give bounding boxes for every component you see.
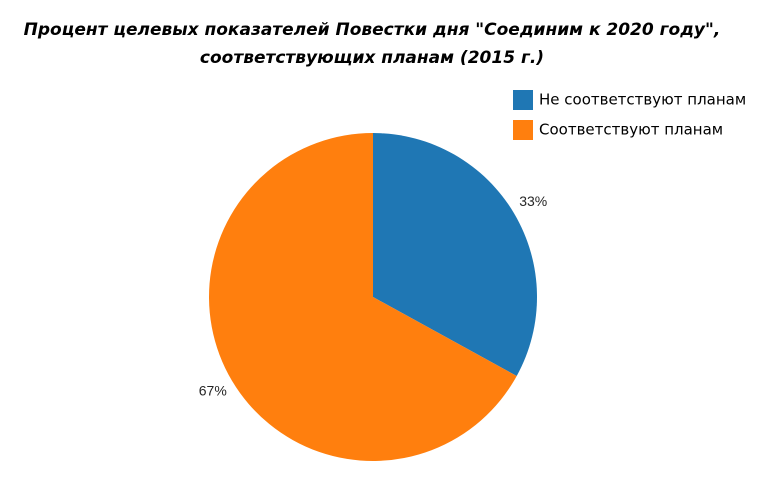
data-label: 33% xyxy=(519,193,547,209)
data-label: 67% xyxy=(199,382,227,398)
legend-swatch xyxy=(513,90,533,110)
pie-slice xyxy=(208,133,517,461)
legend-swatch xyxy=(513,120,533,140)
pie-slice xyxy=(373,133,537,377)
legend-label: Соответствуют планам xyxy=(539,121,723,139)
legend-label: Не соответствуют планам xyxy=(539,91,746,109)
chart-title: соответствующих планам (2015 г.) xyxy=(200,48,544,68)
chart-title: Процент целевых показателей Повестки дня… xyxy=(24,20,721,40)
